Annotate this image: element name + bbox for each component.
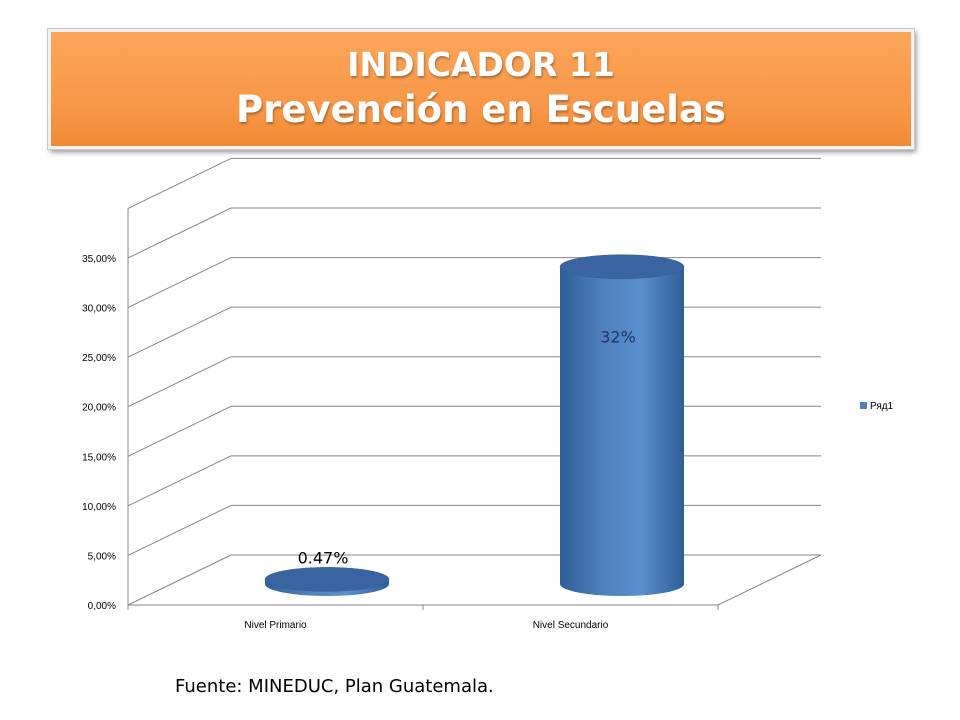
gridline-side bbox=[127, 356, 232, 408]
legend-swatch bbox=[860, 402, 867, 409]
axes: 0,00% 5,00% 10,00% 15,00% 20,00% 25,00% 30,00%… bbox=[82, 208, 822, 631]
y-tick-label: 0,00% bbox=[88, 601, 116, 612]
bar bbox=[559, 254, 685, 596]
y-tick-label: 25,00% bbox=[82, 353, 116, 364]
gridline-side bbox=[127, 405, 232, 457]
gridline-side bbox=[127, 157, 232, 209]
bar-top bbox=[559, 254, 685, 279]
bar bbox=[264, 567, 390, 596]
labels: 0.47% 32% bbox=[298, 327, 636, 567]
title-box: INDICADOR 11 Prevención en Escuelas bbox=[48, 29, 914, 149]
grid bbox=[127, 157, 821, 606]
floor-edge bbox=[717, 554, 822, 606]
data-label: 32% bbox=[600, 327, 636, 346]
y-tick-label: 15,00% bbox=[82, 452, 116, 463]
bar-top bbox=[264, 567, 390, 592]
chart-title: INDICADOR 11 bbox=[347, 45, 615, 84]
gridline-side bbox=[127, 455, 232, 507]
y-tick-label: 35,00% bbox=[82, 254, 116, 265]
y-tick-label: 10,00% bbox=[82, 502, 116, 513]
bar-body bbox=[560, 266, 684, 596]
bars bbox=[264, 254, 685, 596]
x-tick-label: Nivel Secundario bbox=[533, 620, 609, 631]
legend-label: Ряд1 bbox=[870, 401, 894, 412]
data-label: 0.47% bbox=[298, 548, 349, 567]
x-tick-label: Nivel Primario bbox=[244, 620, 307, 631]
y-tick-label: 20,00% bbox=[82, 403, 116, 414]
chart-subtitle: Prevención en Escuelas bbox=[236, 88, 726, 131]
gridline-side bbox=[127, 504, 232, 556]
gridline-side bbox=[127, 554, 232, 606]
source-note: Fuente: MINEDUC, Plan Guatemala. bbox=[175, 676, 494, 697]
legend: Ряд1 bbox=[860, 401, 894, 412]
y-tick-label: 5,00% bbox=[88, 551, 116, 562]
gridline-side bbox=[127, 306, 232, 358]
y-tick-label: 30,00% bbox=[82, 304, 116, 315]
gridline-side bbox=[127, 207, 232, 259]
gridline-side bbox=[127, 257, 232, 309]
